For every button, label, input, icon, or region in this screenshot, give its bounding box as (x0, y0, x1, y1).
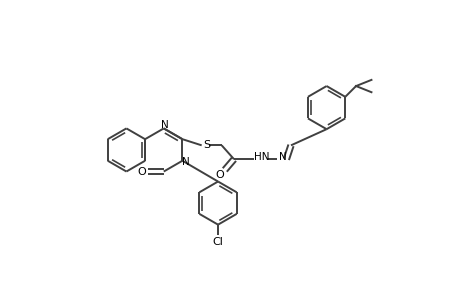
Text: N: N (160, 120, 168, 130)
Text: N: N (181, 157, 189, 167)
Text: Cl: Cl (212, 237, 223, 247)
Text: O: O (215, 170, 224, 180)
Text: HN: HN (253, 152, 269, 162)
Text: O: O (138, 167, 146, 176)
Text: N: N (278, 152, 286, 162)
Text: S: S (203, 140, 210, 150)
